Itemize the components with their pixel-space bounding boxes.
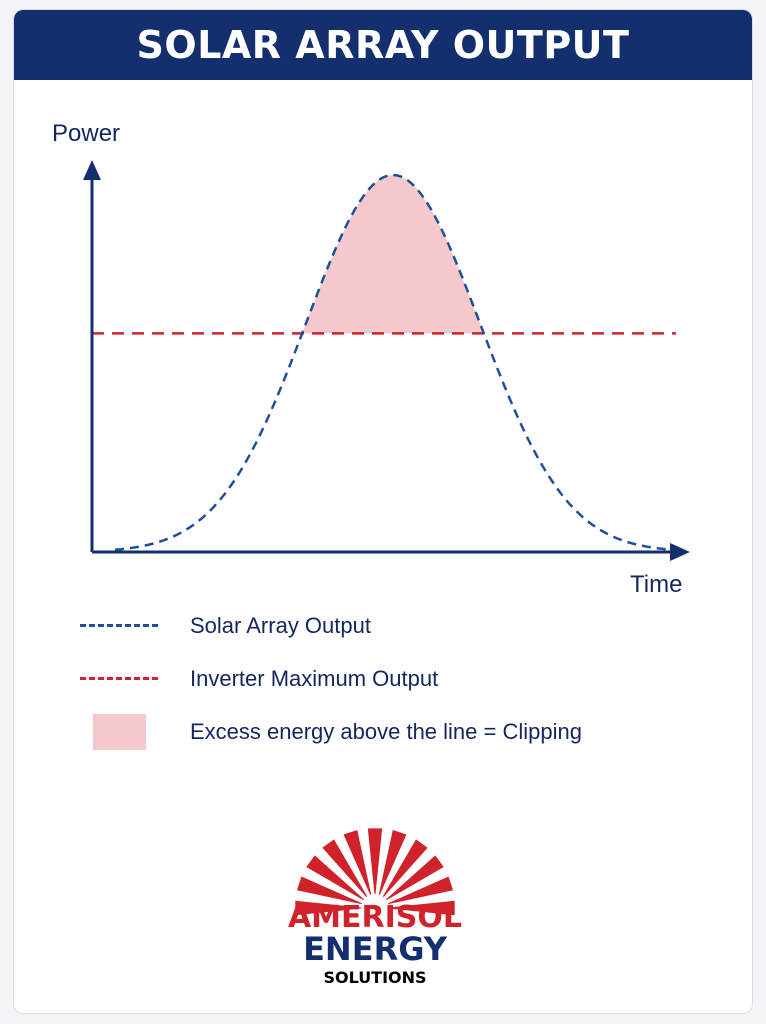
sun-ray [386, 855, 444, 901]
sun-ray [388, 900, 455, 916]
sun-ray [306, 855, 364, 901]
sun-ray [378, 830, 407, 895]
page-title: SOLAR ARRAY OUTPUT [136, 23, 630, 67]
legend-label-inverter: Inverter Maximum Output [190, 666, 439, 691]
x-axis-arrow [670, 543, 690, 561]
legend-label-solar: Solar Array Output [190, 613, 371, 638]
legend-item-solar: Solar Array Output [80, 608, 371, 644]
sun-ray [297, 876, 362, 905]
sunburst-icon [295, 828, 455, 916]
y-axis-label: Power [52, 120, 120, 147]
sun-ray [382, 839, 428, 897]
legend-dash-red [80, 661, 158, 697]
sun-ray [295, 900, 362, 916]
sun-ray [322, 839, 368, 897]
clipping-area [302, 175, 484, 334]
legend-item-clipping: Excess energy above the line = Clipping [80, 714, 582, 750]
y-axis-arrow [83, 160, 101, 180]
company-logo: AMERISOL ENERGY SOLUTIONS [280, 822, 470, 1002]
solar-output-curve [114, 173, 672, 551]
logo-word-energy: ENERGY [303, 930, 447, 968]
chart: Power Time [52, 120, 690, 598]
logo-word-solutions: SOLUTIONS [323, 968, 427, 987]
sun-ray [343, 830, 372, 895]
sun-ray [388, 876, 453, 905]
title-banner: SOLAR ARRAY OUTPUT [14, 10, 752, 80]
legend-swatch-clipping [80, 714, 158, 750]
legend-label-clipping: Excess energy above the line = Clipping [190, 719, 582, 744]
sun-ray [367, 828, 383, 895]
x-axis-label: Time [630, 571, 682, 598]
legend-dash-blue [80, 608, 158, 644]
logo-word-amerisol: AMERISOL [287, 900, 463, 935]
legend-item-inverter: Inverter Maximum Output [80, 661, 438, 697]
